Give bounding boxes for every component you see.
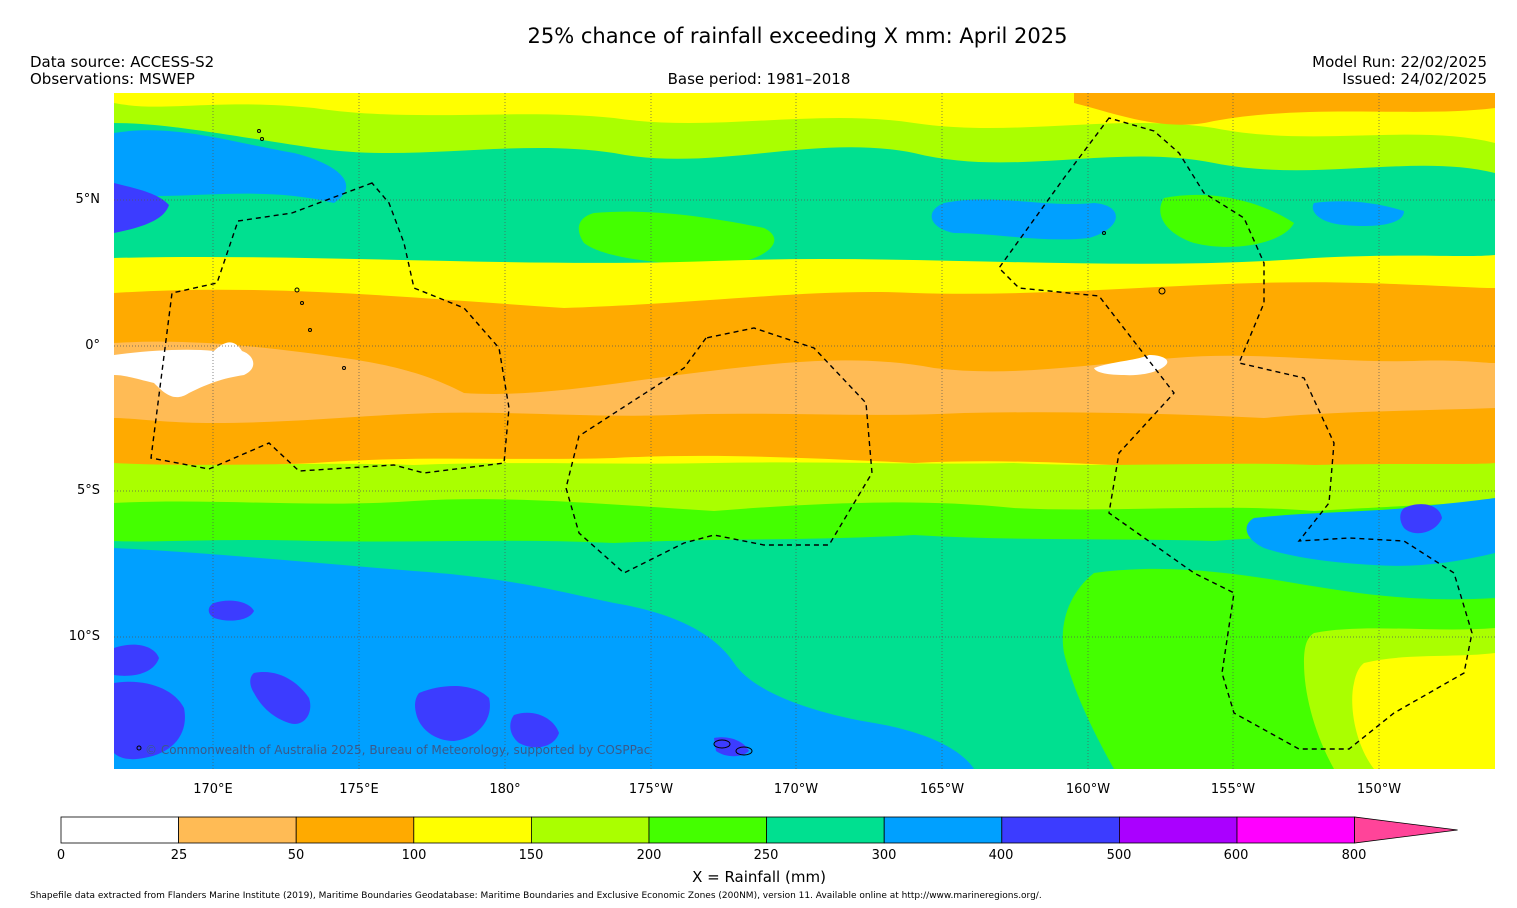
colorbar-tick: 0 <box>56 848 66 863</box>
model-run-label: Model Run: 22/02/2025 <box>1312 53 1487 71</box>
blob-violet-5 <box>510 712 559 748</box>
band-south-blue <box>114 548 974 769</box>
lon-label-155w: 155°W <box>1210 782 1256 797</box>
map-gridlines <box>114 93 1495 769</box>
colorbar-label: X = Rainfall (mm) <box>692 868 826 886</box>
colorbar-swatch <box>766 816 885 844</box>
colorbar-swatch <box>648 816 767 844</box>
data-source-label: Data source: ACCESS-S2 <box>30 53 215 71</box>
colorbar-overflow-arrow <box>1354 816 1458 844</box>
colorbar-swatch <box>530 816 650 844</box>
patch-south-yellow-right <box>1352 653 1495 769</box>
patch-north-blue-mid <box>931 199 1116 240</box>
lat-label-5n: 5°N <box>75 192 101 207</box>
lat-label-0: 0° <box>85 338 100 353</box>
lon-label-175w: 175°W <box>628 782 674 797</box>
blob-violet-3 <box>250 672 311 724</box>
eez-boundaries <box>150 117 1473 750</box>
blob-violet-4 <box>415 686 490 741</box>
blob-violet-7 <box>714 737 749 757</box>
lon-label-165w: 165°W <box>919 782 965 797</box>
blob-violet-6 <box>208 600 254 621</box>
band-south-green <box>114 499 1495 543</box>
colorbar-tick: 600 <box>1223 848 1249 863</box>
base-period-label: Base period: 1981–2018 <box>667 70 851 88</box>
lon-label-180: 180° <box>489 782 521 797</box>
colorbar-swatch <box>60 816 179 844</box>
patch-north-teal-left <box>114 193 376 263</box>
colorbar-tick: 400 <box>988 848 1014 863</box>
band-north-orange <box>1074 93 1495 125</box>
blob-violet-8 <box>1400 504 1442 534</box>
map-title: 25% chance of rainfall exceeding X mm: A… <box>527 24 1068 48</box>
band-eq-white-right <box>1094 355 1168 376</box>
lon-label-170e: 170°E <box>193 782 233 797</box>
rainfall-map-svg <box>114 93 1495 769</box>
patch-north-green-right <box>1160 194 1294 247</box>
colorbar-tick: 250 <box>753 848 779 863</box>
rainfall-map[interactable]: © Commonwealth of Australia 2025, Bureau… <box>114 93 1495 769</box>
band-eq-white-left <box>114 342 254 398</box>
colorbar-tick: 50 <box>287 848 305 863</box>
shapefile-credit: Shapefile data extracted from Flanders M… <box>30 891 1042 901</box>
patch-north-blue-left <box>114 130 347 206</box>
colorbar-swatch <box>178 816 297 844</box>
lon-label-170w: 170°W <box>773 782 819 797</box>
patch-north-blue-right <box>1312 201 1404 227</box>
blob-violet-1 <box>114 644 159 676</box>
colorbar-swatch <box>1236 816 1355 844</box>
colorbar-tick: 200 <box>636 848 662 863</box>
copyright-notice: © Commonwealth of Australia 2025, Bureau… <box>145 743 651 757</box>
colorbar-swatch <box>413 816 532 844</box>
colorbar-swatch <box>883 816 1003 844</box>
lon-label-160w: 160°W <box>1065 782 1111 797</box>
lon-label-150w: 150°W <box>1356 782 1402 797</box>
blob-violet-2 <box>114 681 185 760</box>
patch-north-violet-left <box>114 183 169 233</box>
colorbar-swatch <box>295 816 415 844</box>
observations-label: Observations: MSWEP <box>30 70 195 88</box>
issued-label: Issued: 24/02/2025 <box>1342 70 1487 88</box>
lat-label-10s: 10°S <box>68 629 100 644</box>
lon-label-175e: 175°E <box>339 782 379 797</box>
colorbar-swatch <box>1001 816 1120 844</box>
colorbar <box>60 816 1458 844</box>
island-outlines <box>136 129 1166 756</box>
lat-label-5s: 5°S <box>76 483 100 498</box>
patch-north-green-mid <box>578 211 775 266</box>
colorbar-tick: 25 <box>170 848 188 863</box>
colorbar-tick: 500 <box>1106 848 1132 863</box>
colorbar-tick: 800 <box>1341 848 1367 863</box>
colorbar-tick: 100 <box>401 848 427 863</box>
colorbar-swatch <box>1119 816 1238 844</box>
colorbar-tick: 300 <box>871 848 897 863</box>
colorbar-tick: 150 <box>518 848 544 863</box>
